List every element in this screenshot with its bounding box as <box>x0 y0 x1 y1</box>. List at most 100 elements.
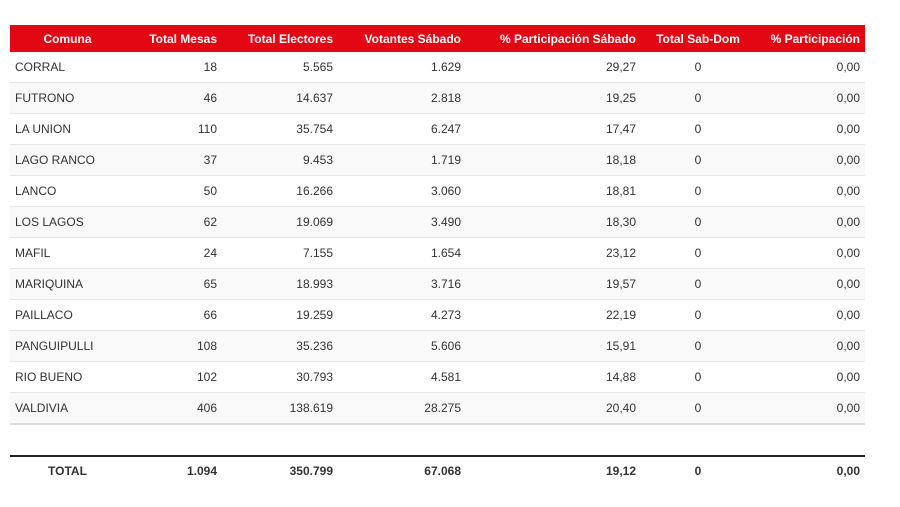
participacion-sabado-cell: 29,27 <box>466 52 641 83</box>
comuna-cell: MARIQUINA <box>10 268 125 300</box>
table-row: LANCO 50 16.266 3.060 18,81 0 0,00 <box>10 175 865 207</box>
column-header-total-electores: Total Electores <box>222 25 338 52</box>
table-row: RIO BUENO 102 30.793 4.581 14,88 0 0,00 <box>10 361 865 393</box>
total-electores-cell: 19.259 <box>222 299 338 331</box>
comuna-cell: PANGUIPULLI <box>10 330 125 362</box>
column-header-comuna: Comuna <box>10 25 125 52</box>
total-sab-dom-cell: 0 <box>641 144 755 176</box>
total-sab-dom-cell: 0 <box>641 52 755 83</box>
comuna-cell: LAGO RANCO <box>10 144 125 176</box>
participacion-cell: 0,00 <box>755 52 865 83</box>
table-row: MAFIL 24 7.155 1.654 23,12 0 0,00 <box>10 237 865 269</box>
total-sab-dom-cell: 0 <box>641 82 755 114</box>
table-row: VALDIVIA 406 138.619 28.275 20,40 0 0,00 <box>10 392 865 425</box>
table-row: CORRAL 18 5.565 1.629 29,27 0 0,00 <box>10 52 865 83</box>
table-row: FUTRONO 46 14.637 2.818 19,25 0 0,00 <box>10 82 865 114</box>
comuna-cell: MAFIL <box>10 237 125 269</box>
votantes-sabado-cell: 1.629 <box>338 52 466 83</box>
total-mesas-cell: 406 <box>125 392 222 425</box>
comuna-cell: CORRAL <box>10 52 125 83</box>
total-electores-cell: 9.453 <box>222 144 338 176</box>
comuna-cell: RIO BUENO <box>10 361 125 393</box>
total-participacion: 0,00 <box>755 455 865 484</box>
table-header: Comuna Total Mesas Total Electores Votan… <box>10 25 865 52</box>
votantes-sabado-cell: 3.060 <box>338 175 466 207</box>
total-sab-dom-cell: 0 <box>641 268 755 300</box>
participacion-cell: 0,00 <box>755 299 865 331</box>
participacion-cell: 0,00 <box>755 206 865 238</box>
total-electores: 350.799 <box>222 455 338 484</box>
total-mesas-cell: 66 <box>125 299 222 331</box>
table-row: LA UNION 110 35.754 6.247 17,47 0 0,00 <box>10 113 865 145</box>
total-sab-dom-cell: 0 <box>641 361 755 393</box>
table-footer: TOTAL 1.094 350.799 67.068 19,12 0 0,00 <box>10 455 865 484</box>
comuna-cell: LA UNION <box>10 113 125 145</box>
results-table-container: Comuna Total Mesas Total Electores Votan… <box>10 25 865 484</box>
votantes-sabado-cell: 1.654 <box>338 237 466 269</box>
total-electores-cell: 5.565 <box>222 52 338 83</box>
participacion-sabado-cell: 17,47 <box>466 113 641 145</box>
column-header-participacion: % Participación <box>755 25 865 52</box>
total-electores-cell: 16.266 <box>222 175 338 207</box>
total-sab-dom-cell: 0 <box>641 206 755 238</box>
votantes-sabado-cell: 28.275 <box>338 392 466 425</box>
total-mesas-cell: 110 <box>125 113 222 145</box>
participacion-cell: 0,00 <box>755 361 865 393</box>
participacion-sabado-cell: 19,25 <box>466 82 641 114</box>
total-mesas-cell: 18 <box>125 52 222 83</box>
results-table: Comuna Total Mesas Total Electores Votan… <box>10 25 865 484</box>
participacion-sabado-cell: 19,57 <box>466 268 641 300</box>
table-row: PANGUIPULLI 108 35.236 5.606 15,91 0 0,00 <box>10 330 865 362</box>
column-header-total-sab-dom: Total Sab-Dom <box>641 25 755 52</box>
total-electores-cell: 14.637 <box>222 82 338 114</box>
total-electores-cell: 7.155 <box>222 237 338 269</box>
participacion-sabado-cell: 23,12 <box>466 237 641 269</box>
total-electores-cell: 18.993 <box>222 268 338 300</box>
total-mesas-cell: 62 <box>125 206 222 238</box>
total-electores-cell: 30.793 <box>222 361 338 393</box>
header-row: Comuna Total Mesas Total Electores Votan… <box>10 25 865 52</box>
spacer-cell <box>10 424 865 456</box>
total-mesas-cell: 37 <box>125 144 222 176</box>
votantes-sabado-cell: 4.581 <box>338 361 466 393</box>
total-mesas-cell: 108 <box>125 330 222 362</box>
participacion-sabado-cell: 18,18 <box>466 144 641 176</box>
total-sab-dom-cell: 0 <box>641 392 755 425</box>
comuna-cell: PAILLACO <box>10 299 125 331</box>
votantes-sabado-cell: 3.716 <box>338 268 466 300</box>
total-sab-dom-cell: 0 <box>641 299 755 331</box>
table-spacer <box>10 424 865 456</box>
table-row: MARIQUINA 65 18.993 3.716 19,57 0 0,00 <box>10 268 865 300</box>
table-row: LOS LAGOS 62 19.069 3.490 18,30 0 0,00 <box>10 206 865 238</box>
participacion-cell: 0,00 <box>755 268 865 300</box>
comuna-cell: LOS LAGOS <box>10 206 125 238</box>
column-header-participacion-sabado: % Participación Sábado <box>466 25 641 52</box>
votantes-sabado-cell: 3.490 <box>338 206 466 238</box>
participacion-cell: 0,00 <box>755 82 865 114</box>
total-mesas-cell: 65 <box>125 268 222 300</box>
column-header-votantes-sabado: Votantes Sábado <box>338 25 466 52</box>
total-electores-cell: 19.069 <box>222 206 338 238</box>
participacion-sabado-cell: 14,88 <box>466 361 641 393</box>
comuna-cell: FUTRONO <box>10 82 125 114</box>
total-mesas-cell: 50 <box>125 175 222 207</box>
votantes-sabado-cell: 1.719 <box>338 144 466 176</box>
comuna-cell: VALDIVIA <box>10 392 125 425</box>
votantes-sabado-cell: 5.606 <box>338 330 466 362</box>
total-row: TOTAL 1.094 350.799 67.068 19,12 0 0,00 <box>10 455 865 484</box>
votantes-sabado-cell: 6.247 <box>338 113 466 145</box>
participacion-cell: 0,00 <box>755 144 865 176</box>
total-electores-cell: 35.754 <box>222 113 338 145</box>
total-participacion-sabado: 19,12 <box>466 455 641 484</box>
total-mesas: 1.094 <box>125 455 222 484</box>
participacion-cell: 0,00 <box>755 330 865 362</box>
total-electores-cell: 35.236 <box>222 330 338 362</box>
column-header-total-mesas: Total Mesas <box>125 25 222 52</box>
total-mesas-cell: 24 <box>125 237 222 269</box>
comuna-cell: LANCO <box>10 175 125 207</box>
table-row: LAGO RANCO 37 9.453 1.719 18,18 0 0,00 <box>10 144 865 176</box>
total-sab-dom-cell: 0 <box>641 237 755 269</box>
total-votantes-sabado: 67.068 <box>338 455 466 484</box>
total-mesas-cell: 102 <box>125 361 222 393</box>
total-sab-dom-cell: 0 <box>641 113 755 145</box>
